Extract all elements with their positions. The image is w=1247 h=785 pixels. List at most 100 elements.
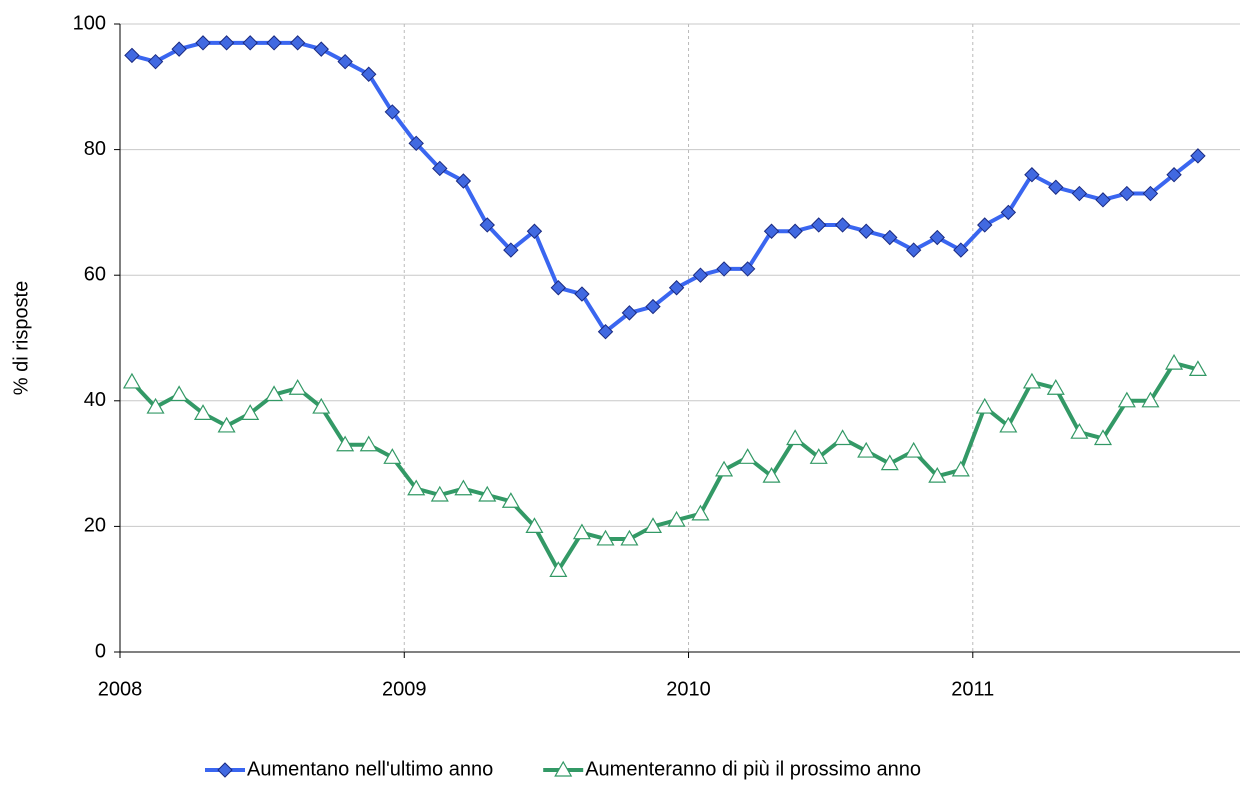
marker — [266, 35, 282, 51]
marker — [242, 35, 258, 51]
marker — [147, 53, 164, 70]
x-tick-label: 2010 — [666, 678, 711, 700]
x-tick-label: 2011 — [951, 678, 994, 700]
marker — [715, 460, 734, 477]
marker — [811, 217, 827, 233]
marker — [455, 173, 472, 189]
marker — [313, 41, 329, 57]
marker — [953, 242, 969, 258]
marker — [1093, 429, 1113, 446]
y-tick-label: 80 — [84, 138, 106, 160]
marker — [1166, 167, 1182, 183]
marker — [668, 280, 685, 296]
marker — [1048, 179, 1064, 195]
marker — [763, 223, 780, 239]
marker — [195, 35, 211, 51]
x-tick-label: 2008 — [98, 678, 143, 700]
marker — [692, 267, 709, 283]
marker — [361, 66, 377, 82]
legend-marker — [554, 760, 573, 777]
marker — [550, 280, 567, 296]
y-tick-label: 40 — [84, 389, 106, 411]
series-line — [131, 40, 1200, 334]
marker — [857, 441, 876, 458]
marker — [1188, 360, 1207, 376]
marker — [217, 416, 236, 433]
marker — [977, 217, 993, 233]
marker — [549, 561, 568, 577]
marker — [880, 454, 899, 471]
marker — [929, 229, 945, 246]
marker — [1095, 192, 1111, 208]
legend-label: Aumenteranno di più il prossimo anno — [585, 758, 921, 780]
marker — [643, 517, 663, 533]
marker — [833, 429, 852, 446]
marker — [620, 529, 639, 546]
y-tick-label: 0 — [95, 640, 106, 662]
marker — [146, 397, 165, 414]
marker — [787, 223, 803, 239]
marker — [478, 485, 497, 502]
marker — [738, 448, 757, 464]
marker — [645, 298, 661, 315]
marker — [905, 242, 922, 258]
marker — [572, 523, 591, 540]
marker — [171, 41, 187, 57]
marker — [691, 504, 710, 521]
marker — [1024, 167, 1040, 183]
marker — [951, 460, 970, 477]
marker — [1071, 185, 1088, 202]
marker — [597, 324, 614, 340]
marker — [1070, 422, 1089, 439]
marker — [265, 385, 284, 402]
legend-label: Aumentano nell'ultimo anno — [247, 758, 493, 780]
marker — [122, 372, 141, 389]
marker — [193, 404, 213, 420]
marker — [337, 53, 353, 70]
marker — [1046, 379, 1065, 395]
marker — [975, 397, 994, 414]
marker — [384, 104, 401, 120]
marker — [432, 160, 448, 177]
marker — [762, 466, 781, 483]
marker — [1022, 372, 1041, 389]
marker — [882, 229, 898, 246]
marker — [667, 510, 686, 527]
series-line — [130, 361, 1199, 573]
marker — [359, 435, 378, 452]
marker — [526, 223, 543, 239]
y-axis-label: % di risposte — [10, 281, 32, 396]
y-tick-label: 60 — [84, 263, 106, 285]
marker — [786, 429, 805, 446]
marker — [124, 47, 140, 64]
marker — [1117, 391, 1136, 408]
legend-marker — [217, 762, 233, 778]
marker — [809, 448, 828, 464]
marker — [596, 529, 615, 546]
marker — [312, 397, 331, 414]
marker — [218, 35, 235, 51]
marker — [430, 485, 449, 502]
marker — [288, 379, 307, 395]
marker — [241, 404, 260, 420]
marker — [336, 435, 355, 452]
marker — [999, 416, 1018, 433]
marker — [525, 517, 544, 533]
marker — [170, 385, 189, 402]
marker — [739, 261, 756, 277]
marker — [716, 261, 732, 277]
marker — [904, 441, 923, 458]
marker — [479, 217, 495, 233]
marker — [858, 223, 874, 239]
marker — [834, 217, 851, 233]
marker — [408, 135, 424, 152]
marker — [503, 242, 519, 258]
marker — [1190, 148, 1206, 164]
marker — [574, 286, 590, 302]
marker — [1165, 353, 1184, 370]
x-tick-label: 2009 — [382, 678, 427, 700]
y-tick-label: 100 — [73, 12, 106, 34]
marker — [928, 466, 947, 483]
marker — [1141, 391, 1160, 408]
